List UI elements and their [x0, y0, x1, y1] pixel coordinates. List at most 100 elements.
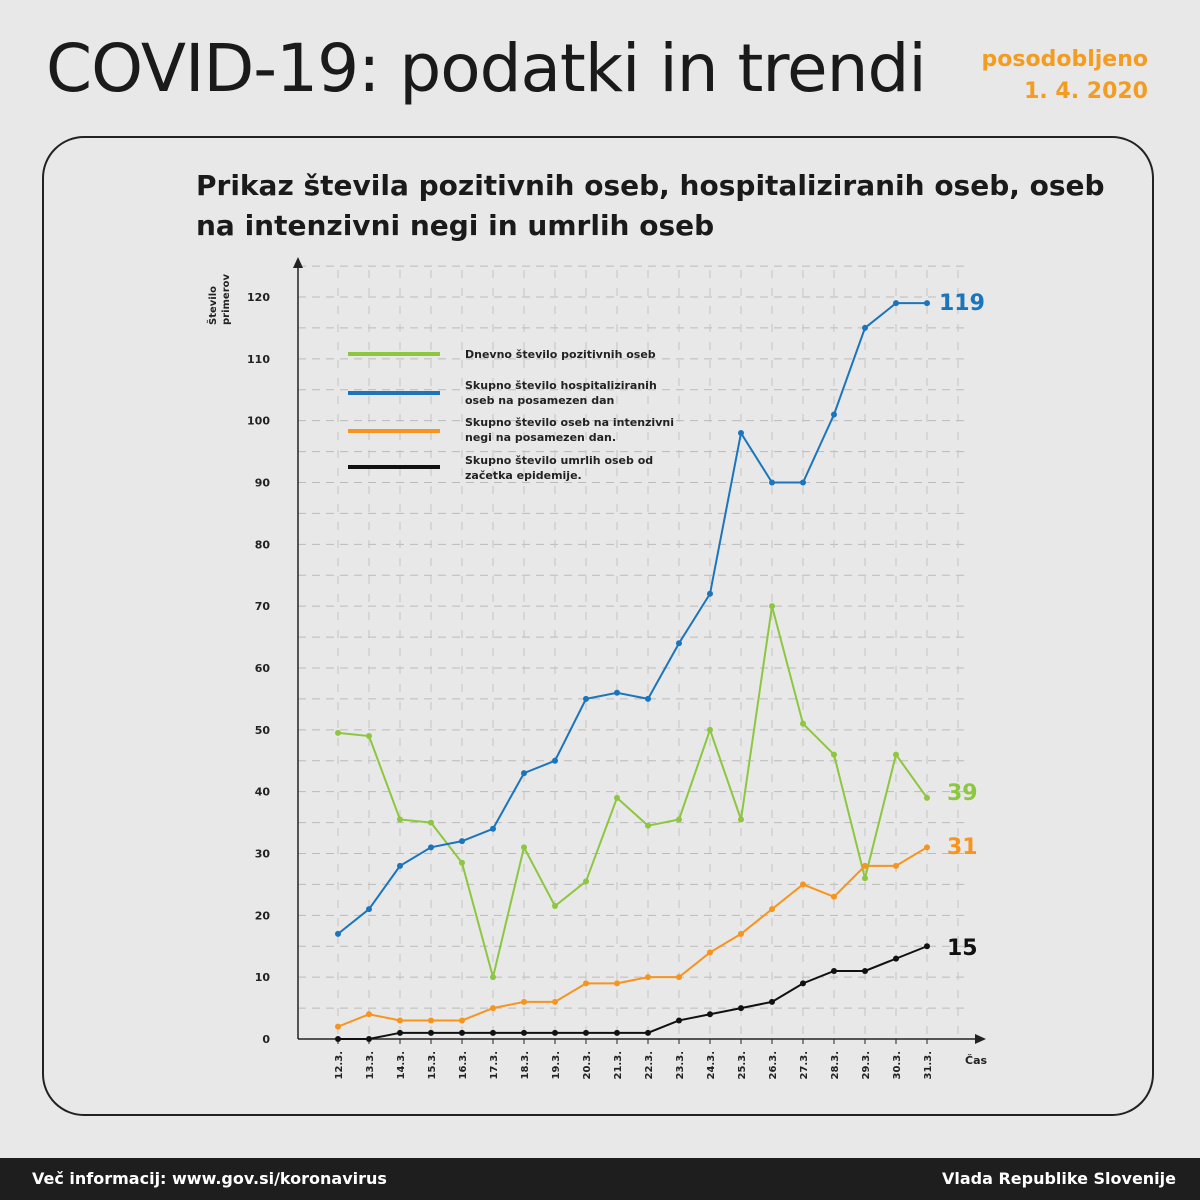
data-point — [707, 590, 713, 597]
data-point — [490, 1029, 496, 1036]
x-tick-label: 15.3. — [427, 1051, 438, 1079]
data-point — [521, 844, 527, 851]
data-point — [862, 875, 868, 882]
update-info: posodobljeno 1. 4. 2020 — [982, 44, 1148, 108]
updated-label: posodobljeno — [981, 47, 1148, 72]
data-point — [893, 751, 899, 758]
data-point — [583, 1029, 589, 1036]
chart-title: Prikaz števila pozitivnih oseb, hospital… — [196, 166, 1105, 246]
x-tick-label: 29.3. — [861, 1051, 872, 1079]
x-tick-label: 26.3. — [768, 1051, 779, 1079]
data-point — [831, 967, 837, 974]
data-point — [366, 1036, 372, 1042]
y-tick-label: 90 — [255, 477, 271, 490]
data-point — [459, 1017, 465, 1024]
data-point — [366, 1011, 372, 1018]
data-point — [552, 903, 558, 910]
data-point — [397, 862, 403, 869]
series-line — [337, 302, 927, 935]
x-tick-label: 22.3. — [644, 1051, 655, 1079]
y-axis-arrow-icon — [293, 257, 303, 268]
x-tick-label: 16.3. — [458, 1051, 469, 1079]
data-point — [924, 300, 930, 307]
chart-title-line: na intenzivni negi in umrlih oseb — [196, 209, 715, 242]
legend-label: začetka epidemije. — [465, 469, 582, 482]
x-tick-label: 12.3. — [334, 1051, 345, 1079]
y-tick-label: 0 — [262, 1033, 270, 1046]
data-point — [924, 943, 930, 950]
data-point — [614, 794, 620, 801]
data-point — [397, 1029, 403, 1036]
data-point — [769, 603, 775, 610]
chart-title-line: Prikaz števila pozitivnih oseb, hospital… — [196, 169, 1105, 202]
data-point — [490, 1005, 496, 1012]
data-point — [459, 838, 465, 845]
series-end-label: 31 — [947, 835, 978, 860]
y-tick-label: 10 — [255, 971, 271, 984]
data-point — [738, 1005, 744, 1012]
data-point — [800, 881, 806, 888]
data-point — [335, 1036, 341, 1042]
data-point — [521, 1029, 527, 1036]
legend-label: negi na posamezen dan. — [465, 431, 616, 444]
x-tick-label: 24.3. — [706, 1051, 717, 1079]
y-tick-label: 100 — [247, 415, 270, 428]
data-point — [831, 751, 837, 758]
data-point — [800, 720, 806, 727]
data-point — [583, 695, 589, 702]
data-point — [645, 822, 651, 829]
footer: Več informacij: www.gov.si/koronavirus V… — [0, 1158, 1200, 1200]
footer-info-link[interactable]: Več informacij: www.gov.si/koronavirus — [32, 1169, 387, 1188]
data-point — [676, 640, 682, 647]
data-point — [335, 930, 341, 937]
data-point — [552, 1029, 558, 1036]
data-point — [521, 998, 527, 1005]
series-line — [337, 605, 928, 978]
data-point — [707, 1011, 713, 1018]
data-point — [769, 479, 775, 486]
x-tick-label: 27.3. — [799, 1051, 810, 1079]
y-tick-label: 50 — [255, 724, 271, 737]
data-point — [490, 825, 496, 832]
data-point — [428, 819, 434, 826]
x-axis-arrow-icon — [975, 1034, 986, 1044]
data-point — [738, 816, 744, 823]
data-point — [490, 974, 496, 981]
x-tick-label: 30.3. — [892, 1051, 903, 1079]
y-tick-label: 30 — [255, 848, 271, 861]
data-point — [831, 893, 837, 900]
legend-label: Dnevno število pozitivnih oseb — [465, 348, 656, 361]
y-tick-label: 120 — [247, 291, 270, 304]
series-line — [338, 945, 928, 1040]
legend-label: oseb na posamezen dan — [465, 394, 614, 407]
data-point — [645, 1029, 651, 1036]
series-end-label: 39 — [947, 781, 978, 806]
x-tick-label: 17.3. — [489, 1051, 500, 1079]
x-tick-label: 19.3. — [551, 1051, 562, 1079]
x-tick-label: 21.3. — [613, 1051, 624, 1079]
legend-label: Skupno število hospitaliziranih — [465, 379, 657, 392]
data-point — [924, 844, 930, 851]
y-axis-label: primerov — [221, 273, 232, 325]
page-title: COVID-19: podatki in trendi — [46, 30, 927, 107]
series-end-label: 15 — [947, 936, 978, 961]
data-point — [428, 844, 434, 851]
y-axis-label: Število — [206, 286, 219, 325]
data-point — [831, 411, 837, 418]
data-point — [428, 1017, 434, 1024]
y-tick-label: 80 — [255, 538, 271, 551]
legend-label: Skupno število oseb na intenzivni — [465, 416, 674, 429]
data-point — [459, 859, 465, 866]
x-tick-label: 18.3. — [520, 1051, 531, 1079]
data-point — [738, 930, 744, 937]
y-tick-label: 110 — [247, 353, 270, 366]
data-point — [583, 980, 589, 987]
data-point — [893, 955, 899, 962]
y-tick-label: 70 — [255, 600, 271, 613]
data-point — [521, 770, 527, 777]
data-point — [707, 726, 713, 733]
x-tick-label: 31.3. — [923, 1051, 934, 1079]
data-point — [769, 906, 775, 913]
x-tick-label: 13.3. — [365, 1051, 376, 1079]
data-point — [707, 949, 713, 956]
